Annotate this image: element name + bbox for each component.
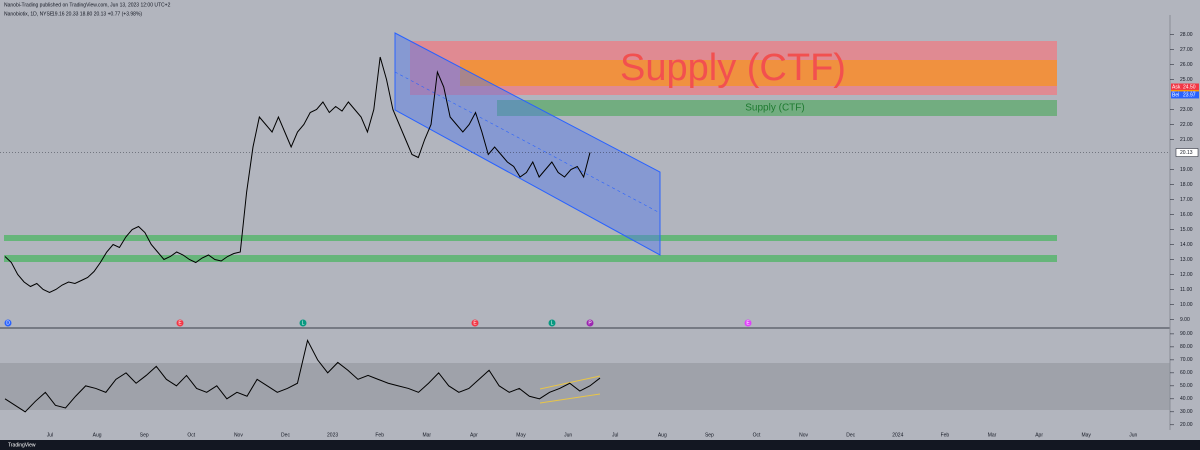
price-tag-label: 23.97 (1183, 92, 1196, 98)
event-letter: L (551, 320, 554, 326)
descending-channel (394, 32, 661, 256)
y-tick-label: 9.00 (1180, 317, 1190, 323)
zone-label: Supply (CTF) (745, 103, 804, 114)
y-tick-label: 10.00 (1180, 302, 1193, 308)
last-price-label: 20.13 (1180, 150, 1193, 156)
x-tick-label: Aug (93, 432, 102, 438)
y-tick-label: 17.00 (1180, 197, 1193, 203)
event-icon (176, 319, 184, 327)
x-tick-label: Feb (375, 432, 384, 438)
price-line (4, 338, 601, 413)
y-tick-label: 50.00 (1180, 383, 1193, 389)
trendline (539, 393, 601, 404)
price-tag-name: Ask (1172, 84, 1181, 90)
event-letter: P (588, 320, 592, 326)
y-tick-label: 15.00 (1180, 227, 1193, 233)
event-letter: E (746, 320, 750, 326)
event-icon (548, 319, 556, 327)
y-tick-label: 28.00 (1180, 32, 1193, 38)
y-tick-label: 16.00 (1180, 212, 1193, 218)
y-tick-label: 19.00 (1180, 167, 1193, 173)
event-icon (471, 319, 479, 327)
y-tick-label: 90.00 (1180, 331, 1193, 337)
y-tick-label: 20.00 (1180, 422, 1193, 428)
y-tick-label: 26.00 (1180, 62, 1193, 68)
price-line (4, 56, 591, 294)
supply-zone-inner (460, 60, 1057, 86)
x-tick-label: Dec (281, 432, 290, 438)
y-tick-label: 60.00 (1180, 370, 1193, 376)
y-tick-label: 12.00 (1180, 272, 1193, 278)
x-tick-label: Apr (1035, 432, 1043, 438)
event-letter: L (302, 320, 305, 326)
x-tick-label: May (516, 432, 526, 438)
y-tick-label: 25.00 (1180, 77, 1193, 83)
publisher: Nanobi-Trading published on TradingView.… (4, 2, 171, 8)
x-tick-label: Mar (422, 432, 431, 438)
y-tick-label: 21.00 (1180, 137, 1193, 143)
y-tick-label: 23.00 (1180, 107, 1193, 113)
x-tick-label: 2023 (327, 432, 338, 438)
y-tick-label: 80.00 (1180, 344, 1193, 350)
event-letter: D (6, 320, 10, 326)
y-tick-label: 27.00 (1180, 47, 1193, 53)
x-tick-label: Feb (941, 432, 950, 438)
x-tick-label: Oct (753, 432, 761, 438)
price-tag-label: 24.50 (1183, 84, 1196, 90)
footer-bar (0, 440, 1200, 450)
price-tag (1171, 83, 1199, 91)
y-tick-label: 13.00 (1180, 257, 1193, 263)
event-letter: E (178, 320, 182, 326)
demand-band (4, 255, 1057, 262)
zone-label: Supply (CTF) (620, 47, 846, 89)
y-tick-label: 14.00 (1180, 242, 1193, 248)
x-tick-label: Jun (564, 432, 572, 438)
x-tick-label: Nov (799, 432, 808, 438)
x-tick-label: Mar (988, 432, 997, 438)
y-tick-label: 30.00 (1180, 409, 1193, 415)
y-tick-label: 18.00 (1180, 182, 1193, 188)
price-tag (1171, 91, 1199, 99)
rsi-band (0, 363, 1170, 410)
trendline (539, 375, 601, 390)
x-tick-label: Dec (846, 432, 855, 438)
event-letter: E (473, 320, 477, 326)
demand-band (4, 235, 1057, 241)
symbol: Nanobiotix, 1D, NYSE (4, 11, 54, 17)
x-tick-label: 2024 (892, 432, 903, 438)
y-tick-label: 70.00 (1180, 357, 1193, 363)
x-tick-label: Apr (470, 432, 478, 438)
price-tag-name: Bel (1172, 92, 1179, 98)
x-tick-label: Sep (140, 432, 149, 438)
event-icon (4, 319, 12, 327)
x-tick-label: Oct (187, 432, 195, 438)
x-tick-label: Jul (612, 432, 618, 438)
last-price-tag (1175, 148, 1199, 157)
ohlc: 19.16 20.33 18.80 20.13 +0.77 (+3.98%) (52, 11, 142, 17)
y-tick-label: 11.00 (1180, 287, 1192, 293)
x-tick-label: Jun (1129, 432, 1137, 438)
event-icon (586, 319, 594, 327)
x-tick-label: Sep (705, 432, 714, 438)
supply-zone-green (497, 100, 1057, 116)
x-tick-label: Aug (658, 432, 667, 438)
x-tick-label: Nov (234, 432, 243, 438)
footer: TradingView (8, 442, 36, 448)
event-icon (744, 319, 752, 327)
channel-midline (394, 71, 661, 214)
y-tick-label: 22.00 (1180, 122, 1193, 128)
y-tick-label: 40.00 (1180, 396, 1193, 402)
event-icon (299, 319, 307, 327)
x-tick-label: May (1081, 432, 1091, 438)
x-tick-label: Jul (47, 432, 53, 438)
